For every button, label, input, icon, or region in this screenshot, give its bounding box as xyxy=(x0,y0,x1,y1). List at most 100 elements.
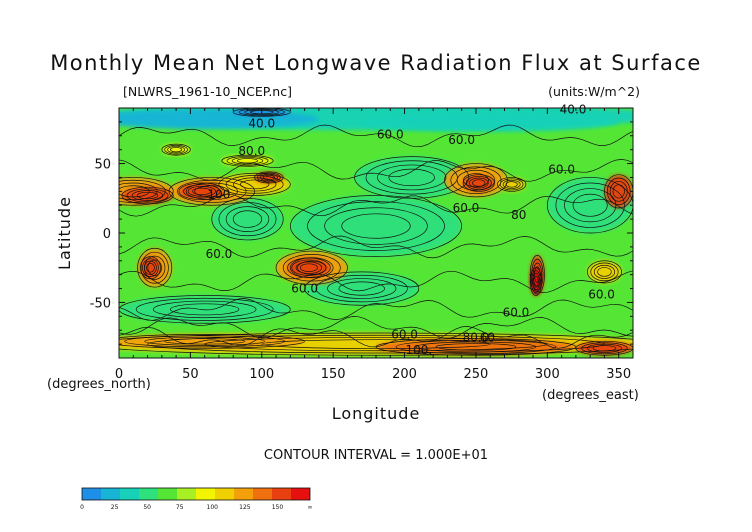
colorbar-tick-label: 50 xyxy=(143,504,151,511)
contour-line xyxy=(192,187,212,196)
x-tick-label: 200 xyxy=(392,367,417,382)
contour-line xyxy=(218,202,277,237)
contour-line xyxy=(119,298,633,321)
colorbar-swatch xyxy=(139,488,158,500)
contour-line xyxy=(225,206,270,232)
units-label: (units:W/m^2) xyxy=(548,84,640,99)
flux-blob xyxy=(361,112,619,132)
contour-line xyxy=(592,345,617,352)
contour-line xyxy=(236,158,259,164)
contour-label: 60.0 xyxy=(377,128,404,142)
contour-line xyxy=(463,173,489,188)
colorbar-tick-label: 0 xyxy=(80,504,84,511)
contour-line xyxy=(295,261,323,274)
contour-line xyxy=(388,168,435,187)
contour-line xyxy=(164,144,188,155)
contour-line xyxy=(232,210,263,228)
contour-line xyxy=(532,272,540,291)
y-axis-label: Latitude xyxy=(55,196,74,270)
contour-line xyxy=(170,147,183,153)
contour-line xyxy=(119,124,633,148)
contour-line xyxy=(136,191,159,200)
contour-label: 40.0 xyxy=(248,116,275,130)
contour-label: 60.0 xyxy=(503,305,530,319)
contour-line xyxy=(338,281,385,296)
contour-line xyxy=(435,343,517,351)
contour-line xyxy=(469,177,489,189)
contour-line xyxy=(307,201,445,251)
colorbar-swatch xyxy=(196,488,215,500)
contour-line xyxy=(225,175,284,194)
contour-line xyxy=(593,264,616,279)
contour-line xyxy=(124,335,285,348)
contour-line xyxy=(218,172,291,196)
contour-interval-note: CONTOUR INTERVAL = 1.000E+01 xyxy=(264,448,488,463)
contour-line xyxy=(456,169,496,191)
contour-line xyxy=(187,185,216,197)
contour-labels: 100 80.0 60.0 60.0 40.0 60.0 60.0 60.0 80 60.0 60.… xyxy=(206,103,615,357)
contour-line xyxy=(546,177,633,234)
y-tick-label: 50 xyxy=(94,158,111,173)
contour-line xyxy=(142,258,159,277)
contour-line xyxy=(119,235,633,259)
contour-label: 80.0 xyxy=(463,330,490,344)
contour-line xyxy=(499,178,524,191)
contour-label: 60.0 xyxy=(548,162,575,176)
contour-line xyxy=(581,342,628,355)
contour-line xyxy=(119,334,305,349)
contour-line xyxy=(555,182,625,228)
contour-line xyxy=(377,164,447,191)
contour-line xyxy=(597,267,612,277)
contour-line xyxy=(144,336,265,346)
contour-line xyxy=(502,179,521,189)
contour-line xyxy=(119,185,150,198)
contour-line xyxy=(341,213,411,239)
flux-blob xyxy=(463,174,495,192)
colorbar-tick-label: 150 xyxy=(272,504,284,511)
contour-line xyxy=(609,180,628,202)
colorbar-frame xyxy=(81,487,311,501)
colorbar-swatch xyxy=(291,488,310,500)
contour-label: 60 xyxy=(480,330,495,344)
colorbar-swatch xyxy=(82,488,101,500)
contour-line xyxy=(327,278,397,299)
contour-line xyxy=(282,254,341,282)
contour-line xyxy=(354,156,470,199)
colorbar-swatch xyxy=(101,488,120,500)
contour-line xyxy=(472,179,486,187)
contour-line xyxy=(289,195,463,257)
flux-blob xyxy=(497,177,526,192)
contour-label: 80.0 xyxy=(238,144,265,158)
flux-blob xyxy=(119,295,291,324)
colorbar-swatch xyxy=(177,488,196,500)
contour-line xyxy=(415,341,537,353)
x-tick-label: 0 xyxy=(115,367,123,382)
contour-line xyxy=(287,257,331,278)
contour-line xyxy=(586,343,622,353)
contour-line xyxy=(119,159,633,182)
flux-blob xyxy=(211,198,284,240)
contour-line xyxy=(529,254,545,295)
contour-line xyxy=(119,270,633,293)
y-unit-label: (degrees_north) xyxy=(47,377,151,392)
flux-blob xyxy=(221,155,274,167)
x-unit-label: (degrees_east) xyxy=(542,388,639,403)
contour-line xyxy=(315,274,408,303)
contour-label: 60.0 xyxy=(291,282,318,296)
colorbar-swatch xyxy=(234,488,253,500)
contour-line xyxy=(497,177,527,192)
contour-line xyxy=(533,275,539,288)
contour-label: 60.0 xyxy=(588,287,615,301)
flux-blob xyxy=(354,156,469,199)
contour-line xyxy=(211,197,284,241)
contour-line xyxy=(465,175,492,191)
x-tick-label: 250 xyxy=(464,367,489,382)
colorbar-tick-label: ∞ xyxy=(308,504,313,511)
contour-line xyxy=(170,303,240,316)
contour-line xyxy=(226,155,269,166)
colorbar-swatch xyxy=(158,488,177,500)
contour-line xyxy=(304,271,420,306)
contour-line xyxy=(612,184,625,199)
contour-label: 60.0 xyxy=(206,247,233,261)
